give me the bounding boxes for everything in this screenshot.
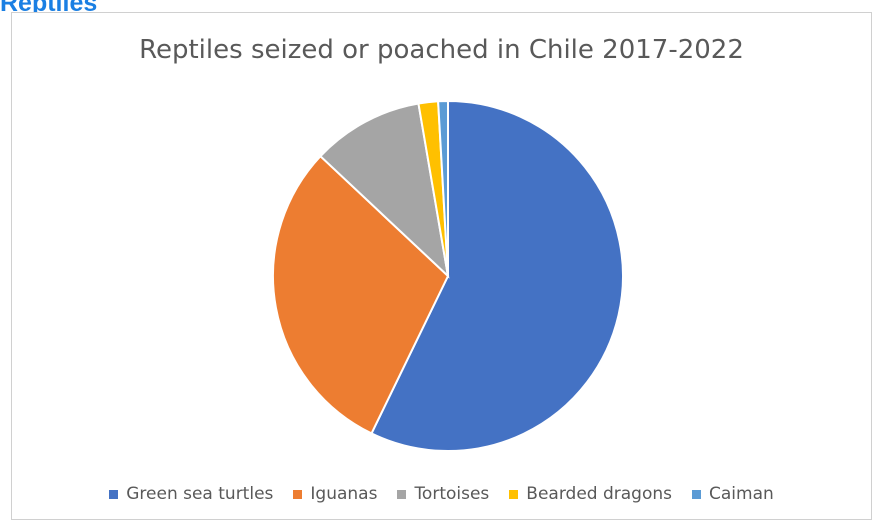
chart-area: Reptiles seized or poached in Chile 2017… xyxy=(11,12,872,520)
legend-item-caiman: Caiman xyxy=(692,484,774,504)
pie-slice-iguanas xyxy=(271,154,450,435)
pie-slice-tortoises xyxy=(319,102,450,279)
legend-label-bearded-dragons: Bearded dragons xyxy=(526,484,672,504)
legend-swatch-bearded-dragons xyxy=(509,489,519,499)
legend-item-green-sea-turtles: Green sea turtles xyxy=(109,484,273,504)
pie-slice-caiman xyxy=(437,99,449,277)
legend-swatch-green-sea-turtles xyxy=(109,489,119,499)
legend-label-iguanas: Iguanas xyxy=(310,484,378,504)
legend-swatch-tortoises xyxy=(397,489,407,499)
legend-swatch-caiman xyxy=(692,489,701,499)
legend-label-green-sea-turtles: Green sea turtles xyxy=(126,484,274,504)
legend-item-iguanas: Iguanas xyxy=(293,484,377,504)
chart-legend: Green sea turtles Iguanas Tortoises Bearded… xyxy=(12,484,871,504)
pie-slice-green-sea-turtles xyxy=(370,99,624,452)
legend-swatch-iguanas xyxy=(293,489,303,499)
section-heading: Reptiles xyxy=(0,0,98,17)
legend-label-tortoises: Tortoises xyxy=(414,484,490,504)
legend-item-tortoises: Tortoises xyxy=(397,484,489,504)
legend-item-bearded-dragons: Bearded dragons xyxy=(509,484,672,504)
pie-chart xyxy=(271,99,624,452)
legend-label-caiman: Caiman xyxy=(709,484,774,504)
chart-title: Reptiles seized or poached in Chile 2017… xyxy=(139,35,744,65)
